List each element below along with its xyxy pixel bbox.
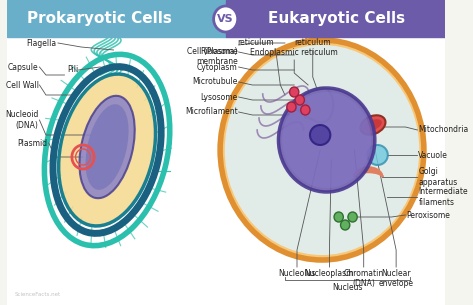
Text: Golgi
apparatus: Golgi apparatus bbox=[418, 167, 457, 187]
Text: Plasmid: Plasmid bbox=[18, 138, 48, 148]
Text: Nucleoid
(DNA): Nucleoid (DNA) bbox=[5, 110, 38, 130]
Text: Nucleolus: Nucleolus bbox=[278, 269, 315, 278]
Text: Cytoplasm: Cytoplasm bbox=[197, 63, 238, 71]
Circle shape bbox=[295, 95, 305, 105]
Bar bbox=[7, 37, 445, 305]
Text: Mitochondria: Mitochondria bbox=[418, 125, 469, 135]
Circle shape bbox=[279, 88, 375, 192]
Circle shape bbox=[348, 212, 357, 222]
Circle shape bbox=[225, 45, 419, 255]
Text: Peroxisome: Peroxisome bbox=[406, 210, 450, 220]
Text: Microfilament: Microfilament bbox=[185, 107, 238, 117]
Text: Smooth
endoplasmic
reticulum: Smooth endoplasmic reticulum bbox=[289, 17, 337, 47]
Bar bbox=[226, 0, 445, 37]
Ellipse shape bbox=[310, 125, 330, 145]
Text: Chromatin
(DNA): Chromatin (DNA) bbox=[343, 269, 384, 289]
Text: Nucleoplasm: Nucleoplasm bbox=[305, 269, 354, 278]
Ellipse shape bbox=[79, 96, 135, 198]
Circle shape bbox=[289, 87, 299, 97]
Circle shape bbox=[287, 102, 296, 112]
Text: Microtubule: Microtubule bbox=[193, 77, 238, 87]
Text: Cell Wall: Cell Wall bbox=[6, 81, 38, 89]
Text: Capsule: Capsule bbox=[8, 63, 38, 71]
Circle shape bbox=[301, 105, 310, 115]
Circle shape bbox=[341, 220, 350, 230]
Text: Cell (Plasma)
membrane: Cell (Plasma) membrane bbox=[187, 47, 238, 66]
Text: Pili: Pili bbox=[67, 66, 79, 74]
Text: Eukaryotic Cells: Eukaryotic Cells bbox=[268, 12, 405, 27]
Ellipse shape bbox=[364, 119, 382, 131]
Text: Prokaryotic Cells: Prokaryotic Cells bbox=[27, 12, 172, 27]
Text: Flagella: Flagella bbox=[26, 38, 56, 48]
Ellipse shape bbox=[360, 115, 385, 135]
Bar bbox=[7, 0, 226, 37]
Text: Lysosome: Lysosome bbox=[201, 92, 238, 102]
Ellipse shape bbox=[60, 75, 155, 225]
Text: Ribosome: Ribosome bbox=[200, 48, 238, 56]
Circle shape bbox=[220, 40, 424, 260]
Ellipse shape bbox=[86, 104, 129, 190]
Text: ScienceFacts.net: ScienceFacts.net bbox=[15, 292, 61, 297]
Text: Endoplasmic reticulum: Endoplasmic reticulum bbox=[250, 48, 338, 57]
Text: Intermediate
filaments: Intermediate filaments bbox=[418, 187, 468, 207]
Ellipse shape bbox=[368, 145, 388, 165]
Text: Nucleus: Nucleus bbox=[332, 283, 362, 292]
Text: Rough
endoplasmic
reticulum: Rough endoplasmic reticulum bbox=[231, 17, 280, 47]
Text: Vacuole: Vacuole bbox=[418, 150, 448, 160]
Circle shape bbox=[334, 212, 343, 222]
Circle shape bbox=[214, 6, 238, 32]
Text: Nuclear
envelope: Nuclear envelope bbox=[378, 269, 413, 289]
Circle shape bbox=[282, 92, 371, 188]
Text: VS: VS bbox=[218, 14, 234, 24]
